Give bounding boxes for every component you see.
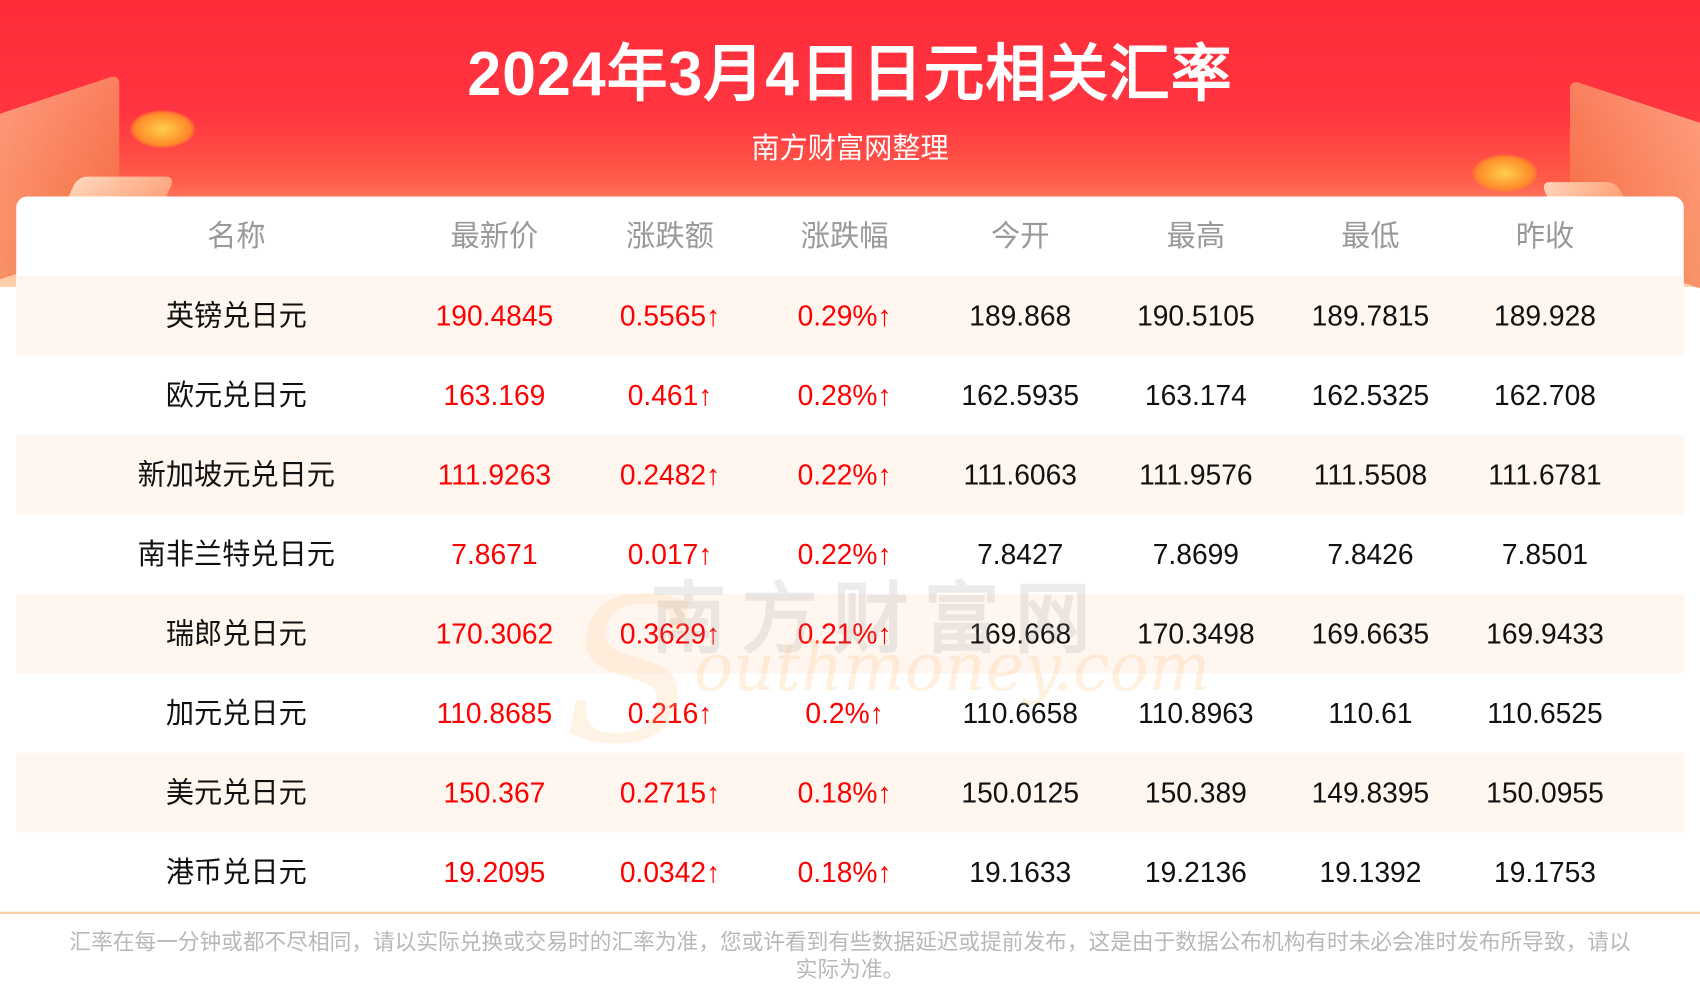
table-row: 港币兑日元 19.2095 0.0342↑ 0.18%↑ 19.1633 19.… <box>16 832 1683 911</box>
open-price: 110.6658 <box>962 696 1078 730</box>
latest-price: 150.367 <box>443 775 546 810</box>
pair-name: 南非兰特兑日元 <box>137 537 336 571</box>
col-header-low: 最低 <box>1341 219 1400 253</box>
change-percent: 0.21%↑ <box>797 617 892 651</box>
change-amount: 0.2715↑ <box>619 775 721 810</box>
table-row: 南非兰特兑日元 7.8671 0.017↑ 0.22%↑ 7.8427 7.86… <box>16 514 1683 593</box>
pair-name: 美元兑日元 <box>165 775 307 810</box>
change-amount: 0.216↑ <box>627 696 713 730</box>
low-price: 111.5508 <box>1313 458 1428 492</box>
disclaimer-text: 汇率在每一分钟或都不尽相同，请以实际兑换或交易时的汇率为准，您或许看到有些数据延… <box>69 930 1631 983</box>
pair-name: 新加坡元兑日元 <box>137 458 336 492</box>
change-percent: 0.22%↑ <box>797 458 892 492</box>
latest-price: 19.2095 <box>443 855 546 889</box>
low-price: 162.5325 <box>1311 378 1430 412</box>
col-header-name: 名称 <box>207 219 266 253</box>
change-percent: 0.18%↑ <box>797 775 892 810</box>
footer-divider <box>0 911 1700 914</box>
decorative-coin-right <box>1472 154 1538 193</box>
prev-close: 110.6525 <box>1487 696 1603 730</box>
latest-price: 163.169 <box>443 378 546 412</box>
page-subtitle: 南方财富网整理 <box>751 131 949 165</box>
change-percent: 0.18%↑ <box>797 855 892 889</box>
pair-name: 港币兑日元 <box>165 855 307 889</box>
change-amount: 0.0342↑ <box>619 855 721 889</box>
table-row: 新加坡元兑日元 111.9263 0.2482↑ 0.22%↑ 111.6063… <box>16 434 1684 515</box>
latest-price: 190.4845 <box>435 299 554 333</box>
prev-close: 19.1753 <box>1494 855 1596 889</box>
change-amount: 0.5565↑ <box>619 299 721 333</box>
change-amount: 0.2482↑ <box>619 458 721 492</box>
high-price: 7.8699 <box>1152 537 1239 571</box>
table-row: 美元兑日元 150.367 0.2715↑ 0.18%↑ 150.0125 15… <box>16 752 1684 833</box>
high-price: 150.389 <box>1144 775 1247 810</box>
table-header: 名称 最新价 涨跌额 涨跌幅 今开 最高 最低 昨收 <box>16 196 1683 275</box>
open-price: 7.8427 <box>977 537 1064 571</box>
low-price: 189.7815 <box>1311 299 1430 333</box>
prev-close: 111.6781 <box>1488 458 1602 492</box>
change-amount: 0.3629↑ <box>619 617 721 651</box>
decorative-coin-left <box>130 110 196 148</box>
high-price: 170.3498 <box>1137 617 1255 651</box>
col-header-high: 最高 <box>1166 219 1226 253</box>
pair-name: 欧元兑日元 <box>165 378 307 412</box>
page-title: 2024年3月4日日元相关汇率 <box>467 38 1233 109</box>
pair-name: 英镑兑日元 <box>165 299 307 333</box>
latest-price: 111.9263 <box>437 458 552 492</box>
open-price: 189.868 <box>969 299 1072 333</box>
col-header-change-pct: 涨跌幅 <box>800 219 889 253</box>
col-header-change: 涨跌额 <box>626 219 714 253</box>
change-percent: 0.22%↑ <box>797 537 892 571</box>
pair-name: 加元兑日元 <box>165 696 307 730</box>
low-price: 149.8395 <box>1311 775 1430 810</box>
table-row: 英镑兑日元 190.4845 0.5565↑ 0.29%↑ 189.868 19… <box>16 275 1684 356</box>
col-header-prev-close: 昨收 <box>1515 219 1575 253</box>
latest-price: 110.8685 <box>436 696 553 730</box>
open-price: 111.6063 <box>963 458 1077 492</box>
col-header-latest: 最新价 <box>450 219 539 253</box>
col-header-open: 今开 <box>990 219 1050 253</box>
change-percent: 0.29%↑ <box>797 299 892 333</box>
prev-close: 162.708 <box>1494 378 1596 412</box>
change-amount: 0.461↑ <box>627 378 713 412</box>
low-price: 7.8426 <box>1327 537 1414 571</box>
pair-name: 瑞郎兑日元 <box>165 617 307 651</box>
high-price: 163.174 <box>1144 378 1247 412</box>
change-percent: 0.2%↑ <box>805 696 884 730</box>
latest-price: 7.8671 <box>451 537 538 571</box>
prev-close: 169.9433 <box>1486 617 1604 651</box>
open-price: 150.0125 <box>961 775 1080 810</box>
change-amount: 0.017↑ <box>627 537 713 571</box>
table-row: 欧元兑日元 163.169 0.461↑ 0.28%↑ 162.5935 163… <box>16 355 1683 434</box>
prev-close: 7.8501 <box>1501 537 1589 571</box>
high-price: 19.2136 <box>1144 855 1247 889</box>
high-price: 111.9576 <box>1139 458 1253 492</box>
prev-close: 150.0955 <box>1486 775 1604 810</box>
low-price: 19.1392 <box>1319 855 1422 889</box>
rate-table: 名称 最新价 涨跌额 涨跌幅 今开 最高 最低 昨收 英镑兑日元 190.484… <box>16 196 1684 912</box>
low-price: 110.61 <box>1328 696 1413 730</box>
table-row: 加元兑日元 110.8685 0.216↑ 0.2%↑ 110.6658 110… <box>16 673 1683 752</box>
prev-close: 189.928 <box>1494 299 1596 333</box>
open-price: 19.1633 <box>969 855 1072 889</box>
open-price: 162.5935 <box>961 378 1080 412</box>
open-price: 169.668 <box>969 617 1072 651</box>
high-price: 110.8963 <box>1138 696 1254 730</box>
latest-price: 170.3062 <box>435 617 554 651</box>
change-percent: 0.28%↑ <box>797 378 892 412</box>
low-price: 169.6635 <box>1311 617 1430 651</box>
high-price: 190.5105 <box>1137 299 1255 333</box>
table-row: 瑞郎兑日元 170.3062 0.3629↑ 0.21%↑ 169.668 17… <box>16 593 1684 674</box>
